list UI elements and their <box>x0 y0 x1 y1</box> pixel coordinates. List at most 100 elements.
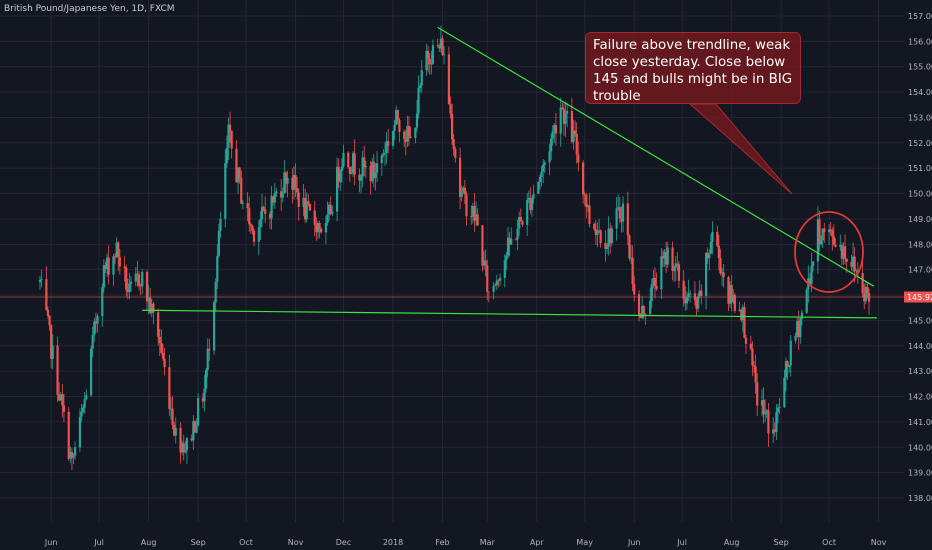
candle-body <box>227 124 230 148</box>
candle-body <box>586 205 589 208</box>
candle-body <box>212 302 216 351</box>
candle-body <box>458 157 462 197</box>
annotation-shapes[interactable] <box>688 103 864 293</box>
candle-body <box>850 261 853 267</box>
candle-body <box>125 267 128 290</box>
candle-body <box>597 230 601 232</box>
candle-body <box>59 394 62 401</box>
candle-body <box>174 427 177 436</box>
candle-body <box>508 237 511 245</box>
candle-body <box>476 214 479 226</box>
candle-body <box>414 127 417 139</box>
time-tick-label: Aug <box>141 538 157 547</box>
candle-body <box>470 216 473 217</box>
candle-body <box>129 281 133 284</box>
candle-body <box>676 263 679 265</box>
annotation-note[interactable]: Failure above trendline, weak close yest… <box>585 32 801 104</box>
price-tick-label: 142.000 <box>908 393 932 402</box>
candle-body <box>487 291 490 293</box>
time-tick-label: 2018 <box>383 538 403 547</box>
candle-body <box>152 303 155 313</box>
candle-body <box>506 237 510 256</box>
candle-body <box>304 197 307 220</box>
candle-body <box>419 85 422 88</box>
candle-body <box>246 203 249 209</box>
candle-body <box>83 399 86 408</box>
candle-body <box>93 321 96 336</box>
time-axis[interactable]: Jun Jul Aug Sep Oct Nov Dec 2018 Feb Mar Apr May Jun… <box>44 538 887 547</box>
candle-body <box>102 265 105 288</box>
candle-body <box>398 120 401 132</box>
candle-body <box>543 162 546 165</box>
highlight-circle <box>794 211 864 293</box>
candle-body <box>331 211 334 214</box>
price-tick-label: 140.000 <box>908 443 932 452</box>
candle-body <box>179 427 182 453</box>
candle-body <box>286 177 289 184</box>
candle-body <box>575 133 578 155</box>
candle-body <box>827 229 831 233</box>
candle-body <box>677 264 681 281</box>
candle-body <box>438 45 441 49</box>
candle-body <box>61 394 64 406</box>
candle-body <box>716 231 719 246</box>
price-tick-label: 157.000 <box>908 12 932 21</box>
candle-body <box>717 245 720 259</box>
candle-body <box>280 191 283 198</box>
candles[interactable] <box>38 25 871 470</box>
candle-body <box>260 206 264 220</box>
candle-body <box>273 192 276 203</box>
grid-lines <box>0 0 904 522</box>
candle-body <box>693 293 697 300</box>
trendlines[interactable] <box>142 26 878 319</box>
candle-body <box>160 343 163 353</box>
candle-body <box>272 196 275 203</box>
candle-body <box>85 395 88 400</box>
candle-body <box>82 407 85 412</box>
candle-body <box>720 272 724 274</box>
price-tick-label: 138.000 <box>908 494 932 503</box>
candle-body <box>505 255 508 260</box>
candle-body <box>821 228 824 241</box>
last-price-label: 145.922 <box>907 293 932 302</box>
candle-body <box>62 405 66 412</box>
candle-body <box>633 284 636 295</box>
candle-body <box>219 218 222 231</box>
candle-body <box>684 298 687 304</box>
price-tick-label: 155.000 <box>908 63 932 72</box>
candle-body <box>320 228 323 233</box>
candle-body <box>182 443 185 453</box>
candle-body <box>564 113 567 124</box>
candle-body <box>845 258 848 262</box>
candle-body <box>810 266 813 285</box>
time-tick-label: Sep <box>774 538 789 547</box>
candle-body <box>297 192 300 207</box>
candle-body <box>615 208 618 229</box>
candle-body <box>538 176 542 182</box>
candle-body <box>139 285 142 287</box>
candle-body <box>497 280 500 282</box>
time-tick-label: Nov <box>871 538 887 547</box>
candle-body <box>732 295 735 303</box>
candle-body <box>107 257 110 275</box>
candle-body <box>141 272 144 287</box>
candle-body <box>823 228 826 233</box>
candle-body <box>252 230 256 242</box>
candle-body <box>588 205 591 224</box>
candle-body <box>105 257 109 269</box>
candle-body <box>542 164 545 172</box>
time-tick-label: May <box>576 538 593 547</box>
candle-body <box>190 438 193 441</box>
candle-body <box>585 194 588 208</box>
candle-body <box>604 243 607 249</box>
candle-body <box>235 148 238 183</box>
candle-body <box>372 161 375 178</box>
candle-body <box>192 421 195 441</box>
candle-body <box>181 443 184 453</box>
candle-body <box>516 228 519 240</box>
candle-body <box>406 125 409 142</box>
time-tick-label: Oct <box>822 538 836 547</box>
candle-body <box>649 300 652 314</box>
candle-body <box>136 273 139 275</box>
candle-body <box>51 345 54 359</box>
